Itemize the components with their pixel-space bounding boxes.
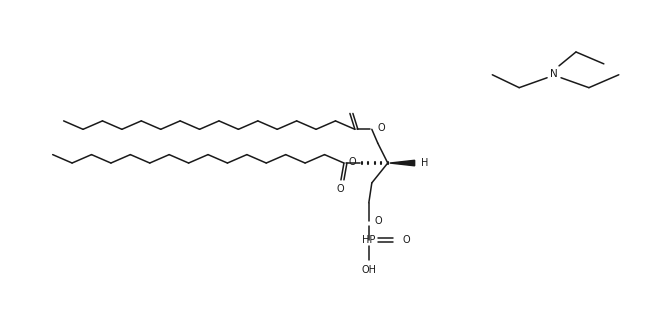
Polygon shape xyxy=(390,160,414,166)
Text: O: O xyxy=(402,236,410,246)
Text: O: O xyxy=(349,157,356,167)
Text: N: N xyxy=(550,69,558,79)
Text: O: O xyxy=(377,123,385,133)
Text: H: H xyxy=(421,158,428,168)
Text: O: O xyxy=(374,215,382,225)
Text: HP: HP xyxy=(362,236,375,246)
Text: OH: OH xyxy=(362,265,376,275)
Text: O: O xyxy=(336,184,344,194)
